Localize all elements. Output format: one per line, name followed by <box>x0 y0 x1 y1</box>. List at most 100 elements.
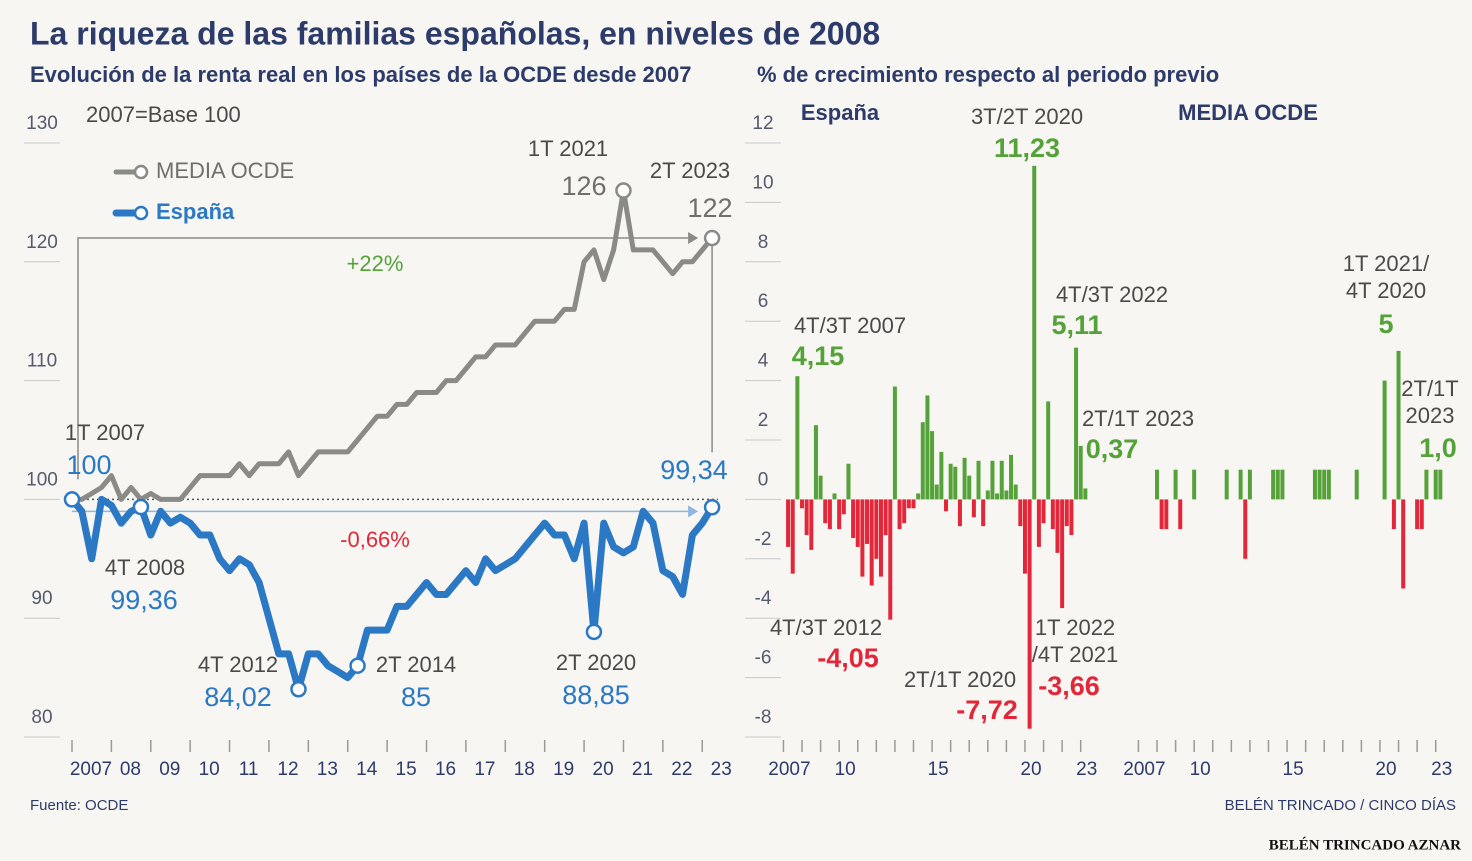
annotation: 4T 2012 <box>198 652 278 677</box>
bar <box>1009 454 1014 500</box>
annotation: /4T 2021 <box>1032 642 1118 667</box>
value-label: 5 <box>1378 309 1393 339</box>
series-line <box>69 495 716 693</box>
source: Fuente: OCDE <box>30 797 128 814</box>
value-label: -3,66 <box>1038 671 1100 701</box>
bar <box>925 395 930 500</box>
x-tick-label: 11 <box>239 759 259 780</box>
bar <box>1243 499 1248 559</box>
x-tick-label: 23 <box>1431 759 1452 780</box>
subtitle: Evolución de la renta real en los países… <box>30 62 692 87</box>
x-tick-label: 19 <box>553 759 574 780</box>
value-label: 4,15 <box>792 341 845 371</box>
y-tick-label: 8 <box>758 232 769 253</box>
x-tick-label: 17 <box>474 759 495 780</box>
bar <box>1022 499 1027 574</box>
bar <box>841 499 846 515</box>
bar <box>1060 499 1065 609</box>
bar <box>995 493 1000 500</box>
x-tick-label: 12 <box>277 759 298 780</box>
x-tick-label: 20 <box>1375 759 1396 780</box>
author: BELÉN TRINCADO AZNAR <box>1269 836 1461 853</box>
bar <box>999 460 1004 500</box>
annotation: 4T 2020 <box>1346 278 1426 303</box>
point-marker <box>349 657 366 674</box>
annotation: 2023 <box>1406 403 1455 428</box>
change-label: -0,66% <box>340 527 410 552</box>
value-label: 5,11 <box>1051 310 1102 340</box>
bar <box>1382 380 1387 500</box>
annotation: 1T 2021/ <box>1343 251 1430 276</box>
arrow-head <box>688 232 699 245</box>
bar <box>869 499 874 586</box>
change-label: +22% <box>347 251 404 276</box>
bar <box>883 499 888 536</box>
y-tick-label: -8 <box>755 707 772 728</box>
legend-label: España <box>156 199 235 224</box>
bar <box>1027 499 1032 729</box>
annotation: 4T/3T 2012 <box>770 615 882 640</box>
bar <box>1064 499 1069 527</box>
bar <box>1046 401 1051 500</box>
bar <box>832 493 837 500</box>
change-guide <box>77 237 689 480</box>
x-tick-label: 15 <box>928 759 949 780</box>
arrow-head <box>688 505 699 518</box>
value-label: 99,36 <box>110 585 178 615</box>
subtitle: % de crecimiento respecto al periodo pre… <box>757 62 1219 87</box>
bar <box>1419 499 1424 530</box>
bar <box>846 463 851 500</box>
y-tick-label: 130 <box>26 113 58 134</box>
point-marker <box>703 229 721 247</box>
y-tick-label: -2 <box>755 529 772 550</box>
bar <box>786 499 791 547</box>
y-tick-label: 90 <box>31 588 52 609</box>
y-tick-label: 10 <box>752 172 773 193</box>
y-tick-label: 12 <box>752 113 773 134</box>
bar <box>851 499 856 539</box>
x-tick-label: 10 <box>199 759 220 780</box>
bar <box>1391 499 1396 530</box>
y-tick-label: 120 <box>26 232 58 253</box>
bar <box>1275 469 1280 500</box>
bar <box>1317 469 1322 500</box>
bar <box>1050 499 1055 530</box>
annotation: 2T/1T <box>1401 376 1458 401</box>
bar <box>1401 499 1406 589</box>
legend-marker <box>133 205 149 221</box>
bar <box>930 431 935 500</box>
bar <box>1438 469 1443 500</box>
bar <box>1271 469 1276 500</box>
x-tick-label: 10 <box>1190 759 1211 780</box>
bar <box>1396 350 1401 500</box>
x-tick-label: 15 <box>1283 759 1304 780</box>
bar <box>1036 499 1041 547</box>
point-marker <box>585 623 603 641</box>
point-marker <box>63 491 81 508</box>
bar <box>1069 499 1074 536</box>
bar <box>985 490 990 500</box>
bar <box>1018 499 1023 527</box>
y-tick-label: 2 <box>758 410 769 431</box>
bar <box>1415 499 1420 530</box>
bar <box>1041 499 1046 524</box>
annotation: 2T/1T 2023 <box>1082 406 1194 431</box>
bar <box>1312 469 1317 500</box>
bar <box>1155 469 1160 500</box>
value-label: 122 <box>687 193 732 223</box>
bar <box>1354 469 1359 500</box>
bar <box>1224 469 1229 500</box>
bar <box>1173 469 1178 500</box>
x-tick-label: 2007 <box>1123 759 1165 780</box>
bar <box>897 499 902 530</box>
bar <box>1004 490 1009 500</box>
bar <box>860 499 865 577</box>
value-label: 126 <box>561 171 606 201</box>
bar <box>939 451 944 500</box>
chart-title: La riqueza de las familias españolas, en… <box>30 15 880 51</box>
value-label: 99,34 <box>660 455 728 485</box>
value-label: 88,85 <box>562 680 630 710</box>
bar <box>878 499 883 577</box>
bar <box>1013 484 1018 500</box>
